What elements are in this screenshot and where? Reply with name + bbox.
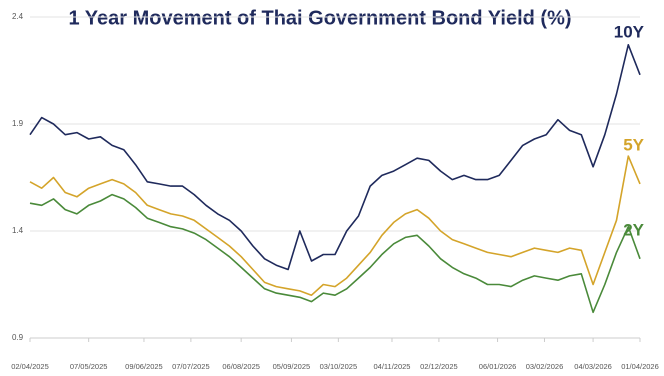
x-tick-label: 06/08/2025 — [222, 362, 260, 371]
y-tick-label: 2.4 — [12, 12, 24, 21]
x-tick-label: 02/12/2025 — [420, 362, 458, 371]
series-line — [29, 193, 641, 314]
x-tick-label: 05/09/2025 — [273, 362, 311, 371]
x-tick-label: 04/11/2025 — [373, 362, 410, 371]
y-tick-label: 1.4 — [12, 226, 24, 235]
x-tick-label: 03/02/2026 — [526, 362, 564, 371]
series-label: 5Y — [623, 135, 644, 154]
y-tick-label: 1.9 — [12, 119, 24, 128]
series-label: 10Y — [614, 22, 645, 41]
x-tick-label: 01/04/2026 — [621, 362, 659, 371]
x-tick-label: 04/03/2026 — [574, 362, 612, 371]
x-tick-label: 06/01/2026 — [479, 362, 517, 371]
x-tick-label: 02/04/2025 — [11, 362, 49, 371]
series-label: 2Y — [623, 220, 644, 239]
x-tick-label: 07/05/2025 — [70, 362, 108, 371]
x-tick-label: 09/06/2025 — [125, 362, 163, 371]
series-line — [29, 44, 641, 271]
x-tick-label: 07/07/2025 — [172, 362, 210, 371]
x-tick-label: 03/10/2025 — [320, 362, 358, 371]
series-line — [29, 155, 641, 296]
y-tick-label: 0.9 — [12, 333, 24, 342]
chart-title: 1 Year Movement of Thai Government Bond … — [68, 7, 571, 29]
